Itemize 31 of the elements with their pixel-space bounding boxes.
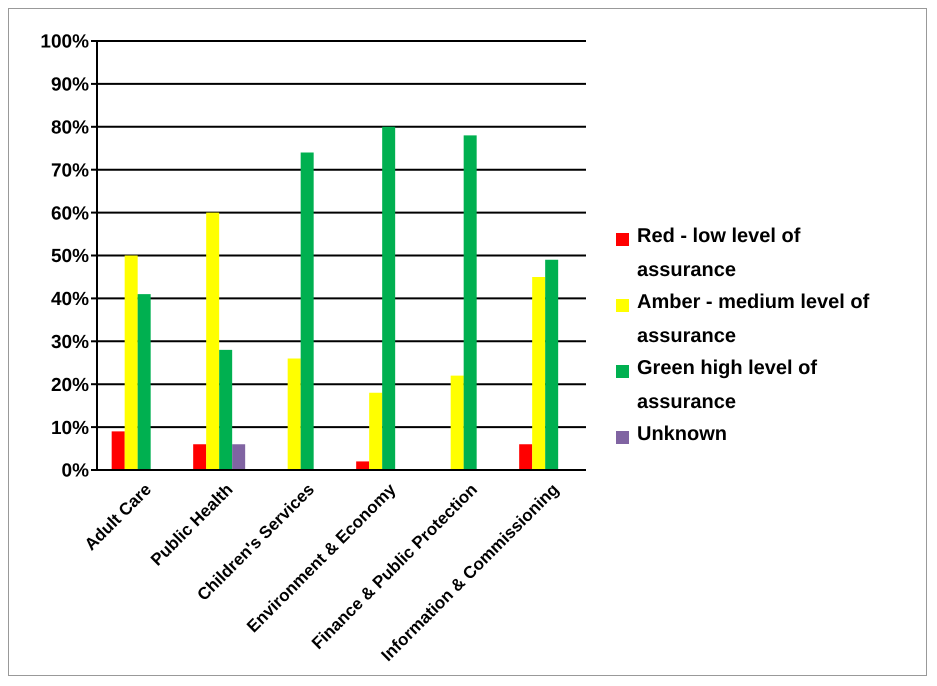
- bar: [464, 135, 477, 470]
- legend-label: Unknown: [637, 422, 728, 447]
- bar: [300, 152, 314, 470]
- bar: [369, 392, 382, 470]
- bar: [193, 444, 206, 470]
- bar: [112, 431, 125, 470]
- y-tick-label: 80%: [50, 118, 90, 139]
- legend-label: Red - low level of assurance: [637, 224, 802, 283]
- bar: [450, 376, 464, 470]
- bar: [288, 358, 301, 470]
- bar: [532, 276, 546, 470]
- bar: [519, 444, 532, 470]
- bar: [206, 212, 220, 470]
- y-tick-label: 90%: [50, 74, 90, 96]
- bar: [138, 294, 151, 470]
- legend-label: Amber - medium level of assurance: [637, 290, 870, 349]
- bar: [382, 126, 396, 470]
- y-tick-label: 70%: [50, 160, 90, 182]
- legend-label: Green high level of assurance: [637, 356, 818, 415]
- bar: [124, 256, 138, 470]
- bar: [219, 350, 232, 470]
- y-tick-label: 100%: [40, 32, 90, 53]
- bar: [545, 260, 558, 470]
- y-tick-label: 40%: [50, 289, 90, 310]
- y-tick-label: 10%: [50, 418, 90, 439]
- y-tick-label: 60%: [50, 203, 90, 224]
- y-tick-label: 20%: [50, 374, 90, 396]
- y-tick-label: 0%: [62, 460, 90, 482]
- y-tick-label: 50%: [50, 246, 90, 268]
- y-tick-label: 30%: [50, 332, 90, 354]
- bar: [232, 444, 246, 470]
